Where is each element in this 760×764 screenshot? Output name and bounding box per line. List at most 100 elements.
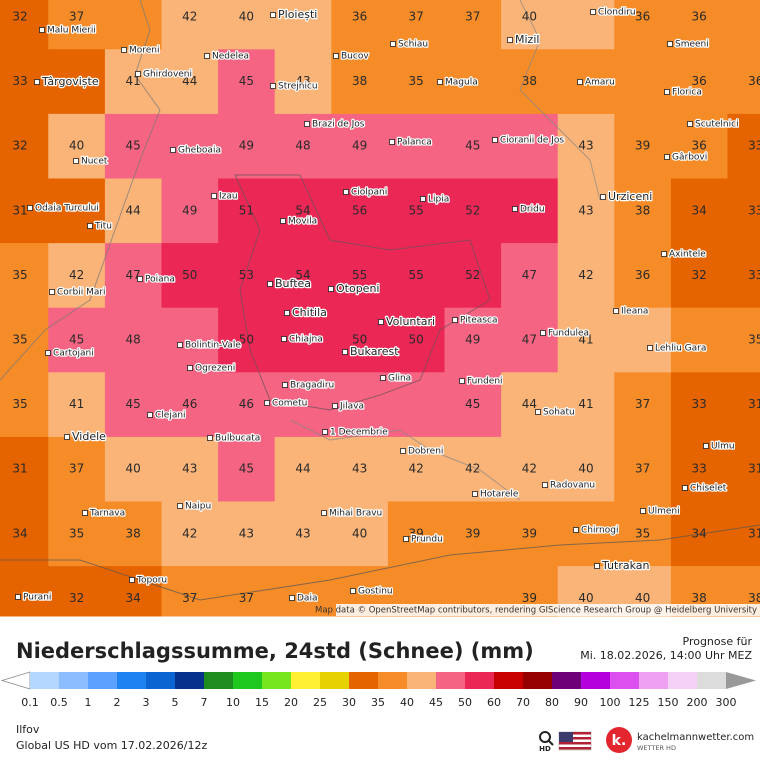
- city-label: Bucov: [341, 52, 369, 62]
- city-label: Titu: [94, 222, 112, 232]
- grid-value: 46: [239, 397, 254, 411]
- grid-value: 35: [12, 268, 27, 282]
- grid-value: 36: [635, 268, 650, 282]
- city-label: Scutelnici: [695, 120, 739, 130]
- us-flag[interactable]: [559, 732, 591, 750]
- city-marker: [704, 444, 709, 449]
- city-label: Fundulea: [548, 329, 589, 339]
- city-label: Strejnicu: [278, 82, 318, 92]
- legend-swatch: [465, 672, 495, 689]
- grid-value: 31: [748, 526, 760, 540]
- city-label: Malu Mierii: [47, 26, 96, 36]
- city-label: Lehliu Gara: [655, 344, 706, 354]
- city-label: Magula: [445, 78, 478, 88]
- grid-value: 45: [126, 139, 141, 153]
- grid-value: 40: [635, 591, 650, 605]
- legend-label: 125: [629, 696, 650, 709]
- city-marker: [322, 511, 327, 516]
- grid-value: 45: [239, 74, 254, 88]
- grid-value: 38: [692, 591, 707, 605]
- grid-value: 52: [465, 268, 480, 282]
- legend-swatch: [639, 672, 669, 689]
- grid-value: 44: [522, 397, 537, 411]
- city-label: Bulbucata: [215, 434, 260, 444]
- grid-cell: [162, 0, 219, 50]
- city-label: Nucet: [81, 157, 108, 167]
- city-marker: [74, 159, 79, 164]
- city-marker: [65, 435, 70, 440]
- grid-value: 49: [465, 333, 480, 347]
- city-marker: [343, 350, 348, 355]
- grid-value: 45: [126, 397, 141, 411]
- grid-value: 43: [578, 139, 593, 153]
- city-label: Naipu: [185, 502, 211, 512]
- grid-cell: [218, 0, 275, 50]
- legend-label: 7: [201, 696, 208, 709]
- legend-label: 150: [658, 696, 679, 709]
- legend-swatch: [436, 672, 466, 689]
- grid-value: 34: [12, 526, 27, 540]
- city-label: Chiajna: [289, 335, 323, 345]
- city-marker: [50, 290, 55, 295]
- grid-value: 52: [465, 203, 480, 217]
- grid-value: 33: [748, 268, 760, 282]
- grid-value: 38: [126, 526, 141, 540]
- legend-swatch: [552, 672, 582, 689]
- hd-label: HD: [539, 745, 551, 753]
- grid-value: 35: [12, 397, 27, 411]
- city-marker: [641, 509, 646, 514]
- legend-swatch: [291, 672, 321, 689]
- city-label: Purani: [23, 593, 51, 603]
- grid-value: 34: [692, 203, 707, 217]
- legend-swatch: [233, 672, 263, 689]
- grid-value: 32: [69, 591, 84, 605]
- flag-stripe: [559, 747, 591, 750]
- grid-value: 39: [522, 526, 537, 540]
- city-marker: [668, 42, 673, 47]
- legend-swatch: [581, 672, 611, 689]
- grid-value: 37: [69, 10, 84, 24]
- city-marker: [595, 564, 600, 569]
- city-label: Florica: [672, 88, 702, 98]
- city-marker: [541, 331, 546, 336]
- grid-value: 55: [409, 203, 424, 217]
- city-marker: [665, 155, 670, 160]
- legend-swatch: [697, 672, 727, 689]
- city-label: Chiselet: [690, 484, 727, 494]
- city-label: Ploiești: [278, 8, 317, 21]
- city-marker: [379, 320, 384, 325]
- city-marker: [508, 38, 513, 43]
- city-label: Clondiru: [598, 8, 636, 18]
- grid-value: 42: [522, 462, 537, 476]
- city-marker: [178, 343, 183, 348]
- city-marker: [28, 206, 33, 211]
- grid-value: 37: [69, 462, 84, 476]
- legend-swatch: [407, 672, 437, 689]
- grid-value: 37: [182, 591, 197, 605]
- grid-value: 40: [578, 591, 593, 605]
- legend-label: 5: [172, 696, 179, 709]
- legend-label: 30: [342, 696, 356, 709]
- grid-cell: [445, 0, 502, 50]
- grid-value: 39: [522, 591, 537, 605]
- zoom-icon[interactable]: [540, 732, 550, 742]
- city-marker: [208, 436, 213, 441]
- city-marker: [683, 486, 688, 491]
- grid-value: 33: [12, 74, 27, 88]
- city-label: Izau: [219, 192, 238, 202]
- logo-text: kachelmannwetter.com: [637, 732, 754, 743]
- legend-label: 60: [487, 696, 501, 709]
- forecast-time: Mi. 18.02.2026, 14:00 Uhr MEZ: [580, 649, 752, 662]
- city-label: Urziceni: [608, 190, 652, 203]
- grid-value: 45: [69, 333, 84, 347]
- city-label: Sohatu: [543, 408, 575, 418]
- grid-value: 42: [409, 462, 424, 476]
- city-marker: [460, 379, 465, 384]
- city-label: Voluntari: [386, 315, 435, 328]
- city-marker: [88, 224, 93, 229]
- city-marker: [16, 595, 21, 600]
- city-label: Tutrakan: [601, 559, 650, 572]
- grid-value: 31: [12, 203, 27, 217]
- grid-value: 48: [295, 139, 310, 153]
